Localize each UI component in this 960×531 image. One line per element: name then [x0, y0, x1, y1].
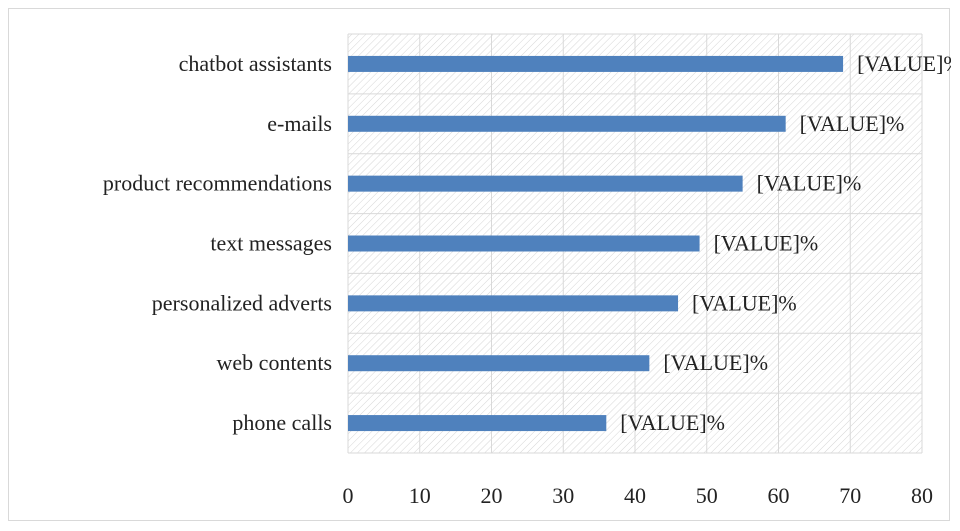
category-label: phone calls: [232, 410, 332, 435]
labels: phone calls [VALUE]% web contents [VALUE]% p…: [103, 51, 951, 508]
x-tick-label: 20: [481, 483, 503, 508]
category-label: text messages: [210, 231, 332, 256]
chart-frame: phone calls [VALUE]% web contents [VALUE]% p…: [8, 8, 951, 521]
bar-e-mails: [348, 115, 786, 132]
x-tick-label: 40: [624, 483, 646, 508]
grid-lines: [347, 33, 923, 454]
data-label: [VALUE]%: [800, 111, 905, 136]
data-label: [VALUE]%: [714, 231, 819, 256]
bars: [348, 55, 844, 432]
bar-product-recommendations: [348, 175, 743, 192]
bar-phone-calls: [348, 415, 607, 432]
category-label: web contents: [217, 350, 332, 375]
bar-web-contents: [348, 355, 650, 372]
data-label: [VALUE]%: [757, 171, 862, 196]
data-label: [VALUE]%: [663, 350, 768, 375]
data-label: [VALUE]%: [620, 410, 725, 435]
data-label: [VALUE]%: [692, 290, 797, 315]
x-tick-label: 0: [343, 483, 354, 508]
bar-personalized-adverts: [348, 295, 679, 312]
x-tick-label: 70: [839, 483, 861, 508]
category-label: product recommendations: [103, 171, 332, 196]
x-tick-label: 80: [911, 483, 933, 508]
x-tick-label: 50: [696, 483, 718, 508]
category-label: chatbot assistants: [179, 51, 332, 76]
x-tick-label: 10: [409, 483, 431, 508]
category-label: personalized adverts: [152, 290, 332, 315]
bar-text-messages: [348, 235, 700, 252]
x-tick-label: 30: [552, 483, 574, 508]
bar-chart: phone calls [VALUE]% web contents [VALUE]% p…: [103, 33, 951, 508]
bar-chatbot-assistants: [348, 55, 844, 72]
category-label: e-mails: [267, 111, 332, 136]
x-tick-label: 60: [768, 483, 790, 508]
data-label: [VALUE]%: [857, 51, 951, 76]
